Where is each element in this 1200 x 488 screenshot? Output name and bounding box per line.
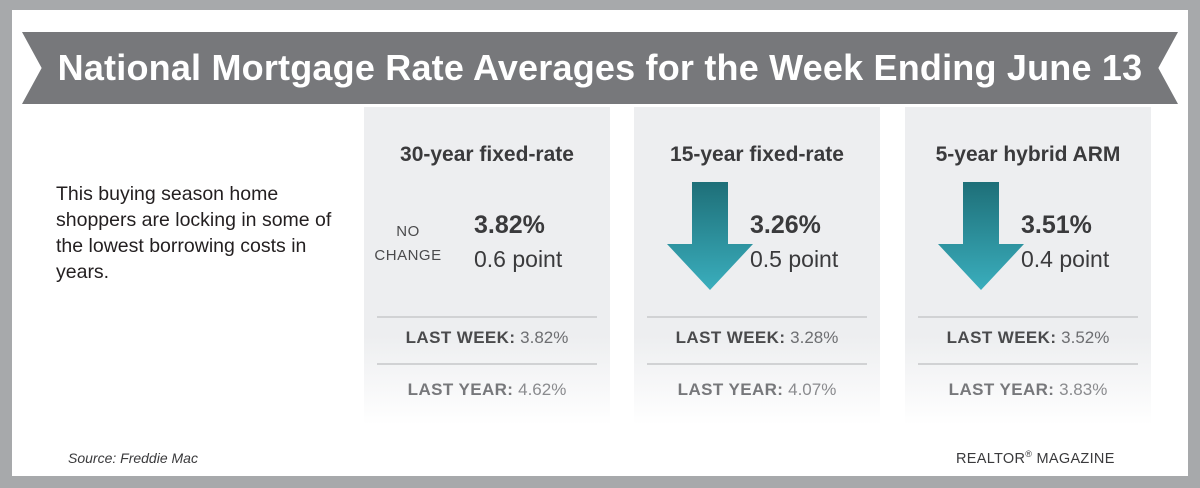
divider <box>377 363 597 365</box>
card-heading: 5-year hybrid ARM <box>935 143 1121 166</box>
credit-brand: REALTOR <box>956 450 1026 467</box>
divider <box>918 316 1138 318</box>
no-change-indicator: NO CHANGE <box>364 220 452 268</box>
down-arrow-icon <box>938 182 1024 290</box>
last-year-value: 3.83% <box>1059 380 1108 399</box>
title-banner <box>22 32 1178 104</box>
source-note: Source: Freddie Mac <box>68 450 198 466</box>
no-change-line-1: NO <box>396 223 420 240</box>
down-arrow-icon <box>667 182 753 290</box>
last-year-row: LAST YEAR: 4.07% <box>634 380 880 400</box>
last-week-value: 3.28% <box>790 328 839 347</box>
last-year-row: LAST YEAR: 3.83% <box>905 380 1151 400</box>
divider <box>377 316 597 318</box>
intro-text: This buying season home shoppers are loc… <box>56 183 332 283</box>
rate-change: 0.5 point <box>750 246 839 272</box>
last-year-label: LAST YEAR: <box>677 380 784 399</box>
divider <box>647 316 867 318</box>
divider <box>918 363 1138 365</box>
no-change-line-2: CHANGE <box>374 247 442 264</box>
page-title: National Mortgage Rate Averages for the … <box>57 47 1143 88</box>
card-30-year-fixed: 30-year fixed-rate NO CHANGE 3.82% 0.6 p… <box>364 107 610 425</box>
last-week-value: 3.52% <box>1061 328 1110 347</box>
card-15-year-fixed: 15-year fixed-rate 3.26% 0.5 point LAST … <box>634 107 880 425</box>
last-year-label: LAST YEAR: <box>948 380 1055 399</box>
last-week-label: LAST WEEK: <box>405 328 516 347</box>
last-year-row: LAST YEAR: 4.62% <box>364 380 610 400</box>
last-week-label: LAST WEEK: <box>946 328 1057 347</box>
credit-suffix: MAGAZINE <box>1036 450 1115 467</box>
rate-change: 0.6 point <box>474 246 563 272</box>
current-rate: 3.82% <box>474 211 545 239</box>
current-rate: 3.26% <box>750 211 821 239</box>
card-heading: 15-year fixed-rate <box>670 143 844 166</box>
last-week-row: LAST WEEK: 3.82% <box>364 328 610 348</box>
last-week-value: 3.82% <box>520 328 569 347</box>
last-week-row: LAST WEEK: 3.28% <box>634 328 880 348</box>
last-year-value: 4.07% <box>788 380 837 399</box>
rate-change: 0.4 point <box>1021 246 1110 272</box>
card-heading: 30-year fixed-rate <box>400 143 574 166</box>
last-year-label: LAST YEAR: <box>407 380 514 399</box>
divider <box>647 363 867 365</box>
last-year-value: 4.62% <box>518 380 567 399</box>
last-week-label: LAST WEEK: <box>675 328 786 347</box>
registered-mark: ® <box>1025 449 1033 459</box>
last-week-row: LAST WEEK: 3.52% <box>905 328 1151 348</box>
card-5-year-hybrid-arm: 5-year hybrid ARM 3.51% 0.4 point LAST W… <box>905 107 1151 425</box>
publisher-credit: REALTOR® MAGAZINE <box>956 449 1115 467</box>
current-rate: 3.51% <box>1021 211 1092 239</box>
